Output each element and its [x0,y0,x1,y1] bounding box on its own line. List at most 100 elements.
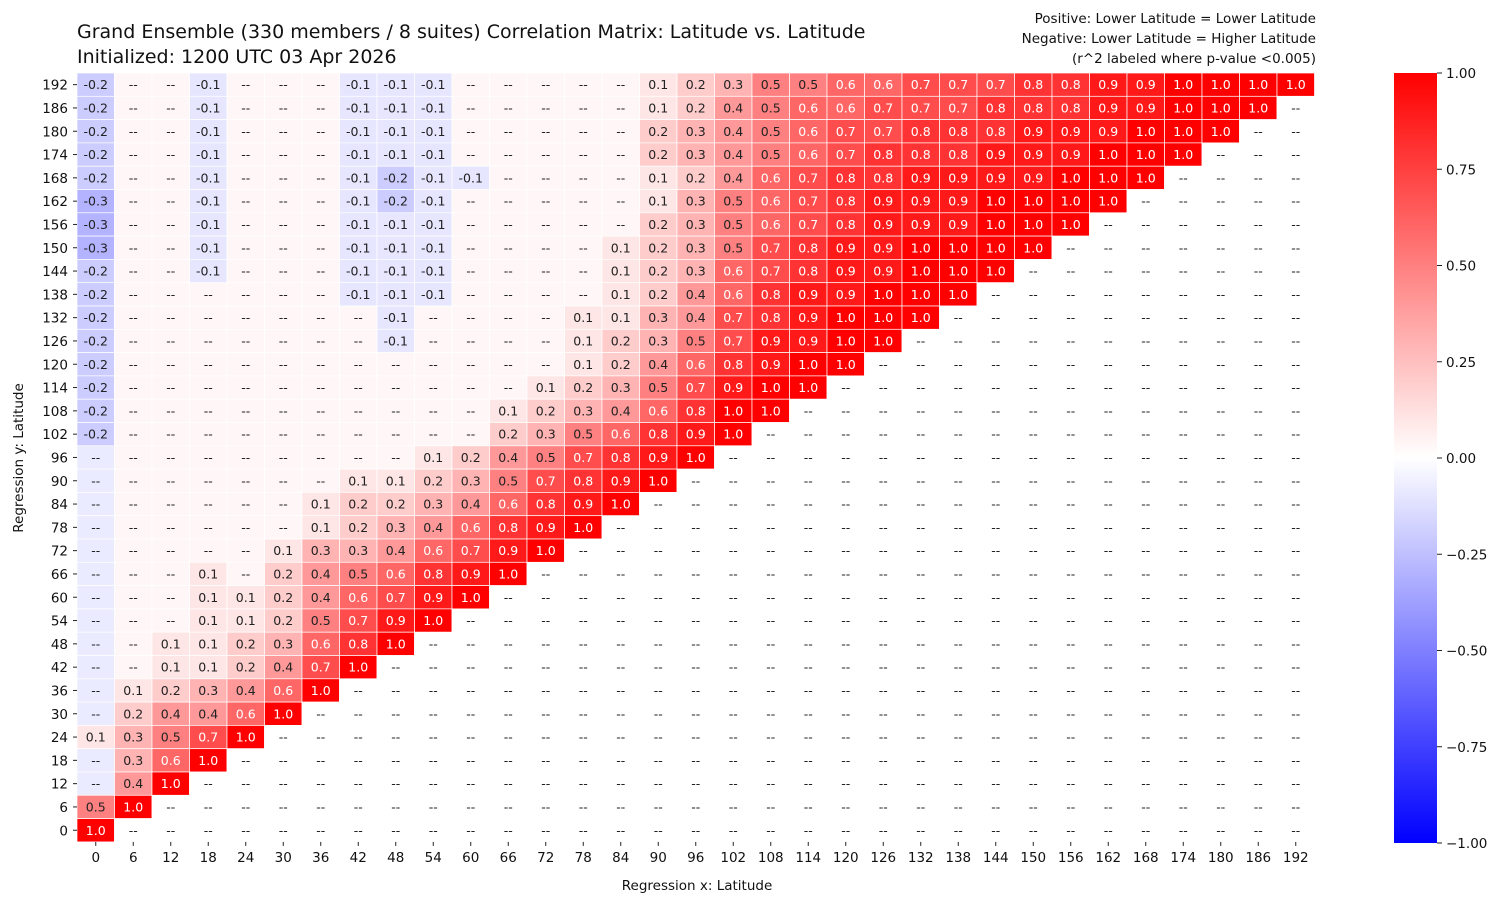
cell-value-label: -- [1141,823,1150,838]
cell-value-label: 0.3 [686,217,706,232]
cell-value-label: -0.2 [84,124,108,139]
cell-value-label: -- [129,147,138,162]
cell-value-label: -- [991,613,1000,628]
cell-value-label: -- [1104,380,1113,395]
cell-value-label: -- [1216,310,1225,325]
cell-value-label: 0.5 [536,450,556,465]
cell-value-label: -- [466,683,475,698]
cell-value-label: -0.1 [421,77,445,92]
cell-value-label: 0.1 [573,310,593,325]
cell-value-label: -- [579,100,588,115]
cell-value-label: -- [241,427,250,442]
cell-value-label: 0.4 [723,100,743,115]
y-tick-label: 12 [51,777,68,793]
cell-value-label: 1.0 [1286,77,1306,92]
cell-value-label: -- [616,799,625,814]
cell-value-label: -- [1104,310,1113,325]
cell-value-label: 0.5 [723,194,743,209]
cell-value-label: -- [1291,450,1300,465]
cell-value-label: 1.0 [1023,194,1043,209]
cell-value-label: -0.2 [84,357,108,372]
cell-value-label: 0.4 [723,147,743,162]
cell-value-label: -- [354,706,363,721]
cell-value-label: 1.0 [948,287,968,302]
cell-value-label: -- [279,287,288,302]
cell-value-label: -- [916,543,925,558]
cell-value-label: -- [954,613,963,628]
cell-value-label: 0.9 [1098,124,1118,139]
cell-value-label: 0.3 [611,380,631,395]
cell-value-label: -- [1066,333,1075,348]
y-tick-label: 126 [42,334,68,350]
cell-value-label: -- [1029,264,1038,279]
cell-value-label: -- [316,427,325,442]
cell-value-label: 0.1 [236,590,256,605]
cell-value-label: -- [1254,124,1263,139]
cell-value-label: 0.6 [273,683,293,698]
cell-value-label: 0.2 [123,706,143,721]
cell-value-label: -- [1066,264,1075,279]
cell-value-label: -- [1254,217,1263,232]
cell-value-label: -- [204,799,213,814]
cell-value-label: -- [1216,823,1225,838]
colorbar-tick-label: 0.75 [1446,162,1476,178]
cell-value-label: -- [916,380,925,395]
cell-value-label: -- [1291,403,1300,418]
cell-value-label: -- [1254,753,1263,768]
cell-value-label: -- [466,753,475,768]
cell-value-label: 1.0 [836,357,856,372]
cell-value-label: -- [279,357,288,372]
cell-value-label: -- [1029,473,1038,488]
cell-value-label: -0.2 [84,403,108,418]
cell-value-label: -- [1104,753,1113,768]
colorbar: 1.00 0.75 0.50 0.25 0.00 −0.25 −0.50 −0.75 −1.00 [1394,66,1487,852]
cell-value-label: -- [916,520,925,535]
cell-value-label: -- [766,613,775,628]
cell-value-label: -- [1254,683,1263,698]
cell-value-label: 0.2 [236,636,256,651]
cell-value-label: -- [241,100,250,115]
cell-value-label: -- [841,520,850,535]
cell-value-label: -- [1029,706,1038,721]
cell-value-label: -- [241,124,250,139]
x-tick-label: 48 [387,850,404,866]
cell-value-label: 0.6 [423,543,443,558]
cell-value-label: -- [91,706,100,721]
cell-value-label: -- [1141,333,1150,348]
y-tick-label: 120 [42,357,68,373]
cell-value-label: -- [654,590,663,605]
cell-value-label: -- [1066,240,1075,255]
cell-value-label: -- [1104,240,1113,255]
x-tick-label: 132 [908,850,934,866]
cell-value-label: -- [1216,287,1225,302]
cell-value-label: -- [541,799,550,814]
cell-value-label: 0.8 [498,520,518,535]
cell-value-label: -- [1179,217,1188,232]
cell-value-label: 0.9 [836,264,856,279]
cell-value-label: -- [766,753,775,768]
cell-value-label: -- [541,590,550,605]
cell-value-label: 1.0 [986,240,1006,255]
cell-value-label: -- [1179,473,1188,488]
cell-value-label: -- [1029,357,1038,372]
cell-value-label: -- [1254,636,1263,651]
cell-value-label: -- [841,753,850,768]
cell-value-label: -- [241,823,250,838]
cell-value-label: -- [1029,427,1038,442]
cell-value-label: 1.0 [311,683,331,698]
cell-value-label: 0.1 [311,497,331,512]
cell-value-label: -- [804,823,813,838]
cell-value-label: -- [729,636,738,651]
cell-value-label: -- [579,566,588,581]
cell-value-label: -- [1254,823,1263,838]
cell-value-label: 0.9 [911,170,931,185]
cell-value-label: -- [691,799,700,814]
cell-value-label: 0.5 [348,566,368,581]
cell-value-label: -- [466,357,475,372]
cell-value-label: 1.0 [1098,147,1118,162]
cell-value-label: -- [541,240,550,255]
cell-value-label: 0.4 [686,287,706,302]
cell-value-label: -- [879,473,888,488]
cell-value-label: -0.3 [84,240,108,255]
cell-value-label: -- [129,497,138,512]
